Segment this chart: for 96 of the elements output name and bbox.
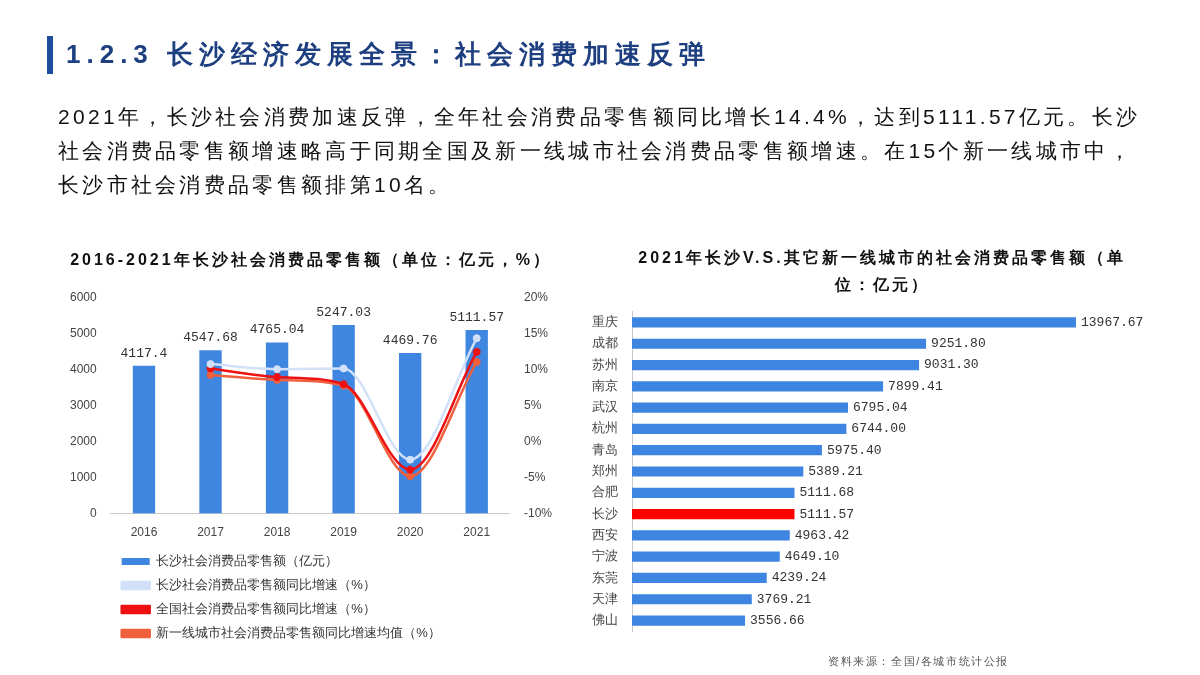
bar <box>632 445 822 456</box>
data-label: 5111.57 <box>449 309 505 325</box>
point <box>472 347 481 356</box>
point <box>206 370 215 379</box>
data-label: 4239.24 <box>771 570 827 586</box>
y-tick-label: 郑州 <box>592 463 618 479</box>
data-label: 4765.04 <box>249 322 305 338</box>
bar <box>632 423 847 435</box>
bar <box>632 487 795 498</box>
data-label: 5111.57 <box>799 506 855 522</box>
bar <box>632 594 752 605</box>
point <box>472 334 481 343</box>
y2-tick-label: 20% <box>523 290 549 305</box>
y-tick-label: 天津 <box>592 590 618 606</box>
data-label: 5247.03 <box>316 304 371 320</box>
point <box>406 472 415 481</box>
text: 2021年，长沙社会消费加速反弹，全年社会消费品零售额同比增长14.4%，达到5111.57亿元。长沙社会消费品零售额增速略高于同期全国及新一线城市社会消费品零售额增速。在15个新一线城市中，长沙市社会消费品零售额排第10名。 <box>58 104 1142 198</box>
bar <box>199 350 222 514</box>
data-label: 6795.04 <box>852 400 908 416</box>
legend-label: 长沙社会消费品零售额同比增速（%） <box>156 577 376 593</box>
y-tick-label: 东莞 <box>592 569 618 585</box>
y-tick-label: 南京 <box>592 377 618 393</box>
bar <box>632 466 804 477</box>
legend-label: 长沙社会消费品零售额（亿元） <box>156 553 339 569</box>
text: 资料来源：全国/各城市统计公报 <box>828 654 1010 669</box>
y2-tick-label: 0% <box>523 434 542 449</box>
point <box>339 364 348 373</box>
y2-tick-label: -10% <box>523 505 553 520</box>
data-label: 7899.41 <box>888 378 943 394</box>
x-tick-label: 2016 <box>130 525 158 540</box>
chart-title: 2021年长沙V.S.其它新一线城市的社会消费品零售额（单位：亿元） <box>637 248 1127 295</box>
point <box>406 465 415 474</box>
y-tick-label: 宁波 <box>592 548 618 564</box>
data-label: 4547.68 <box>183 330 238 346</box>
y-tick-label: 杭州 <box>591 420 618 436</box>
y-tick-label: 3000 <box>69 398 98 413</box>
x-tick-label: 2017 <box>197 525 225 540</box>
x-tick-label: 2019 <box>330 525 358 540</box>
point <box>273 365 282 374</box>
y-tick-label: 西安 <box>592 526 618 542</box>
x-tick-label: 2020 <box>396 525 424 540</box>
point <box>406 455 415 464</box>
data-label: 9251.80 <box>931 336 986 352</box>
y2-tick-label: 10% <box>523 362 549 377</box>
data-label: 4469.76 <box>382 332 438 348</box>
y-tick-label: 长沙 <box>592 505 618 521</box>
point <box>472 357 481 366</box>
y-tick-label: 2000 <box>69 434 98 449</box>
data-label: 9031.30 <box>924 357 979 373</box>
data-label: 5389.21 <box>808 463 864 479</box>
y-tick-label: 6000 <box>69 290 98 305</box>
y-tick-label: 0 <box>90 505 98 520</box>
data-label: 4117.4 <box>120 345 168 361</box>
y-tick-label: 佛山 <box>592 612 618 628</box>
bar <box>632 402 848 413</box>
bar <box>265 342 289 514</box>
chart-title: 2016-2021年长沙社会消费品零售额（单位：亿元，%） <box>69 250 553 270</box>
y-tick-label: 1000 <box>69 469 98 484</box>
bar <box>632 359 920 371</box>
y-tick-label: 重庆 <box>592 314 618 330</box>
data-label: 4649.10 <box>784 549 840 565</box>
y-tick-label: 4000 <box>69 362 98 377</box>
bar <box>632 381 884 392</box>
data-label: 3769.21 <box>756 591 812 607</box>
y-tick-label: 5000 <box>69 326 98 341</box>
x-tick-label: 2021 <box>463 525 491 540</box>
y-tick-label: 合肥 <box>592 484 618 500</box>
bar <box>132 365 156 514</box>
legend-label: 全国社会消费品零售额同比增速（%） <box>156 601 376 617</box>
data-label: 5975.40 <box>826 442 882 458</box>
y2-tick-label: 15% <box>523 326 549 341</box>
y-tick-label: 青岛 <box>592 441 618 457</box>
y-tick-label: 苏州 <box>592 356 618 372</box>
y2-tick-label: 5% <box>523 398 542 413</box>
y2-tick-label: -5% <box>523 469 546 484</box>
bar <box>632 338 927 349</box>
y-tick-label: 成都 <box>592 335 618 351</box>
data-label: 3556.66 <box>750 612 805 628</box>
data-label: 4963.42 <box>794 527 850 543</box>
bar <box>332 325 355 514</box>
bar <box>632 530 790 541</box>
bar <box>632 508 795 520</box>
bar <box>632 317 1076 328</box>
data-label: 13967.67 <box>1080 314 1144 330</box>
legend-label: 新一线城市社会消费品零售额同比增速均值（%） <box>156 625 441 641</box>
x-tick-label: 2018 <box>263 525 291 540</box>
y-tick-label: 武汉 <box>592 399 618 415</box>
text: 1.2.3 长沙经济发展全景：社会消费加速反弹 <box>66 38 712 71</box>
bar <box>632 615 746 626</box>
bar <box>465 329 488 514</box>
bar <box>632 572 767 584</box>
data-label: 6744.00 <box>851 421 906 437</box>
bar <box>632 551 780 562</box>
data-label: 5111.68 <box>799 485 855 501</box>
bar <box>398 352 422 514</box>
point <box>206 360 215 369</box>
